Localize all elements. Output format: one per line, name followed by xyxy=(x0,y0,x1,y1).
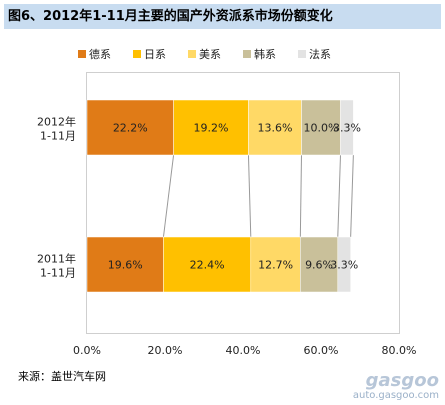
category-label: 2011年 xyxy=(37,252,76,266)
data-label: 13.6% xyxy=(258,122,293,135)
legend-label: 德系 xyxy=(89,48,111,61)
data-label: 19.2% xyxy=(194,122,229,135)
bar-segment xyxy=(250,236,301,293)
watermark-logo: gasgoo xyxy=(365,370,439,391)
bar-segment xyxy=(337,236,351,293)
series-line xyxy=(162,154,175,238)
legend-item: 日系 xyxy=(133,47,166,61)
bar-segment xyxy=(300,236,339,293)
bar-segment xyxy=(248,99,302,156)
legend-item: 美系 xyxy=(188,47,221,61)
x-tick-label: 0.0% xyxy=(73,344,101,357)
data-label: 9.6% xyxy=(305,259,333,272)
legend-swatch xyxy=(243,50,251,58)
category-label: 1-11月 xyxy=(40,267,76,280)
category-label: 1-11月 xyxy=(40,130,76,143)
chart-title: 图6、2012年1-11月主要的国产外资派系市场份额变化 xyxy=(4,4,441,29)
legend-label: 韩系 xyxy=(254,48,276,61)
bar-segment xyxy=(86,236,164,293)
watermark-url: auto.gasgoo.com xyxy=(352,390,439,401)
legend-label: 法系 xyxy=(309,48,331,61)
x-tick-label: 20.0% xyxy=(148,344,183,357)
legend-item: 法系 xyxy=(298,47,331,61)
source-note: 来源：盖世汽车网 xyxy=(18,370,106,383)
data-label: 22.2% xyxy=(113,122,148,135)
bar-segment xyxy=(301,99,341,156)
bar-segment xyxy=(163,236,252,293)
x-tick-label: 60.0% xyxy=(304,344,339,357)
legend-swatch xyxy=(133,50,141,58)
series-line xyxy=(247,154,252,238)
plot-area xyxy=(86,72,400,334)
watermark: gasgoo auto.gasgoo.com xyxy=(352,370,439,402)
series-line xyxy=(337,154,341,238)
data-label: 10.0% xyxy=(304,122,339,135)
bar-segment xyxy=(340,99,354,156)
series-line xyxy=(350,154,354,238)
legend-item: 德系 xyxy=(78,47,111,61)
series-line xyxy=(299,154,302,238)
legend-swatch xyxy=(78,50,86,58)
legend-label: 美系 xyxy=(199,48,221,61)
bar-segment xyxy=(173,99,249,156)
category-label: 2012年 xyxy=(37,115,76,129)
x-tick-label: 40.0% xyxy=(226,344,261,357)
legend: 德系 日系 美系 韩系 法系 xyxy=(78,47,331,61)
legend-swatch xyxy=(298,50,306,58)
data-label: 22.4% xyxy=(190,259,225,272)
data-label: 19.6% xyxy=(108,259,143,272)
legend-label: 日系 xyxy=(144,48,166,61)
legend-item: 韩系 xyxy=(243,47,276,61)
bar-segment xyxy=(86,99,174,156)
x-tick-label: 80.0% xyxy=(382,344,417,357)
data-label: 12.7% xyxy=(258,259,293,272)
data-label: 3.3% xyxy=(330,259,358,272)
legend-swatch xyxy=(188,50,196,58)
data-label: 3.3% xyxy=(333,122,361,135)
